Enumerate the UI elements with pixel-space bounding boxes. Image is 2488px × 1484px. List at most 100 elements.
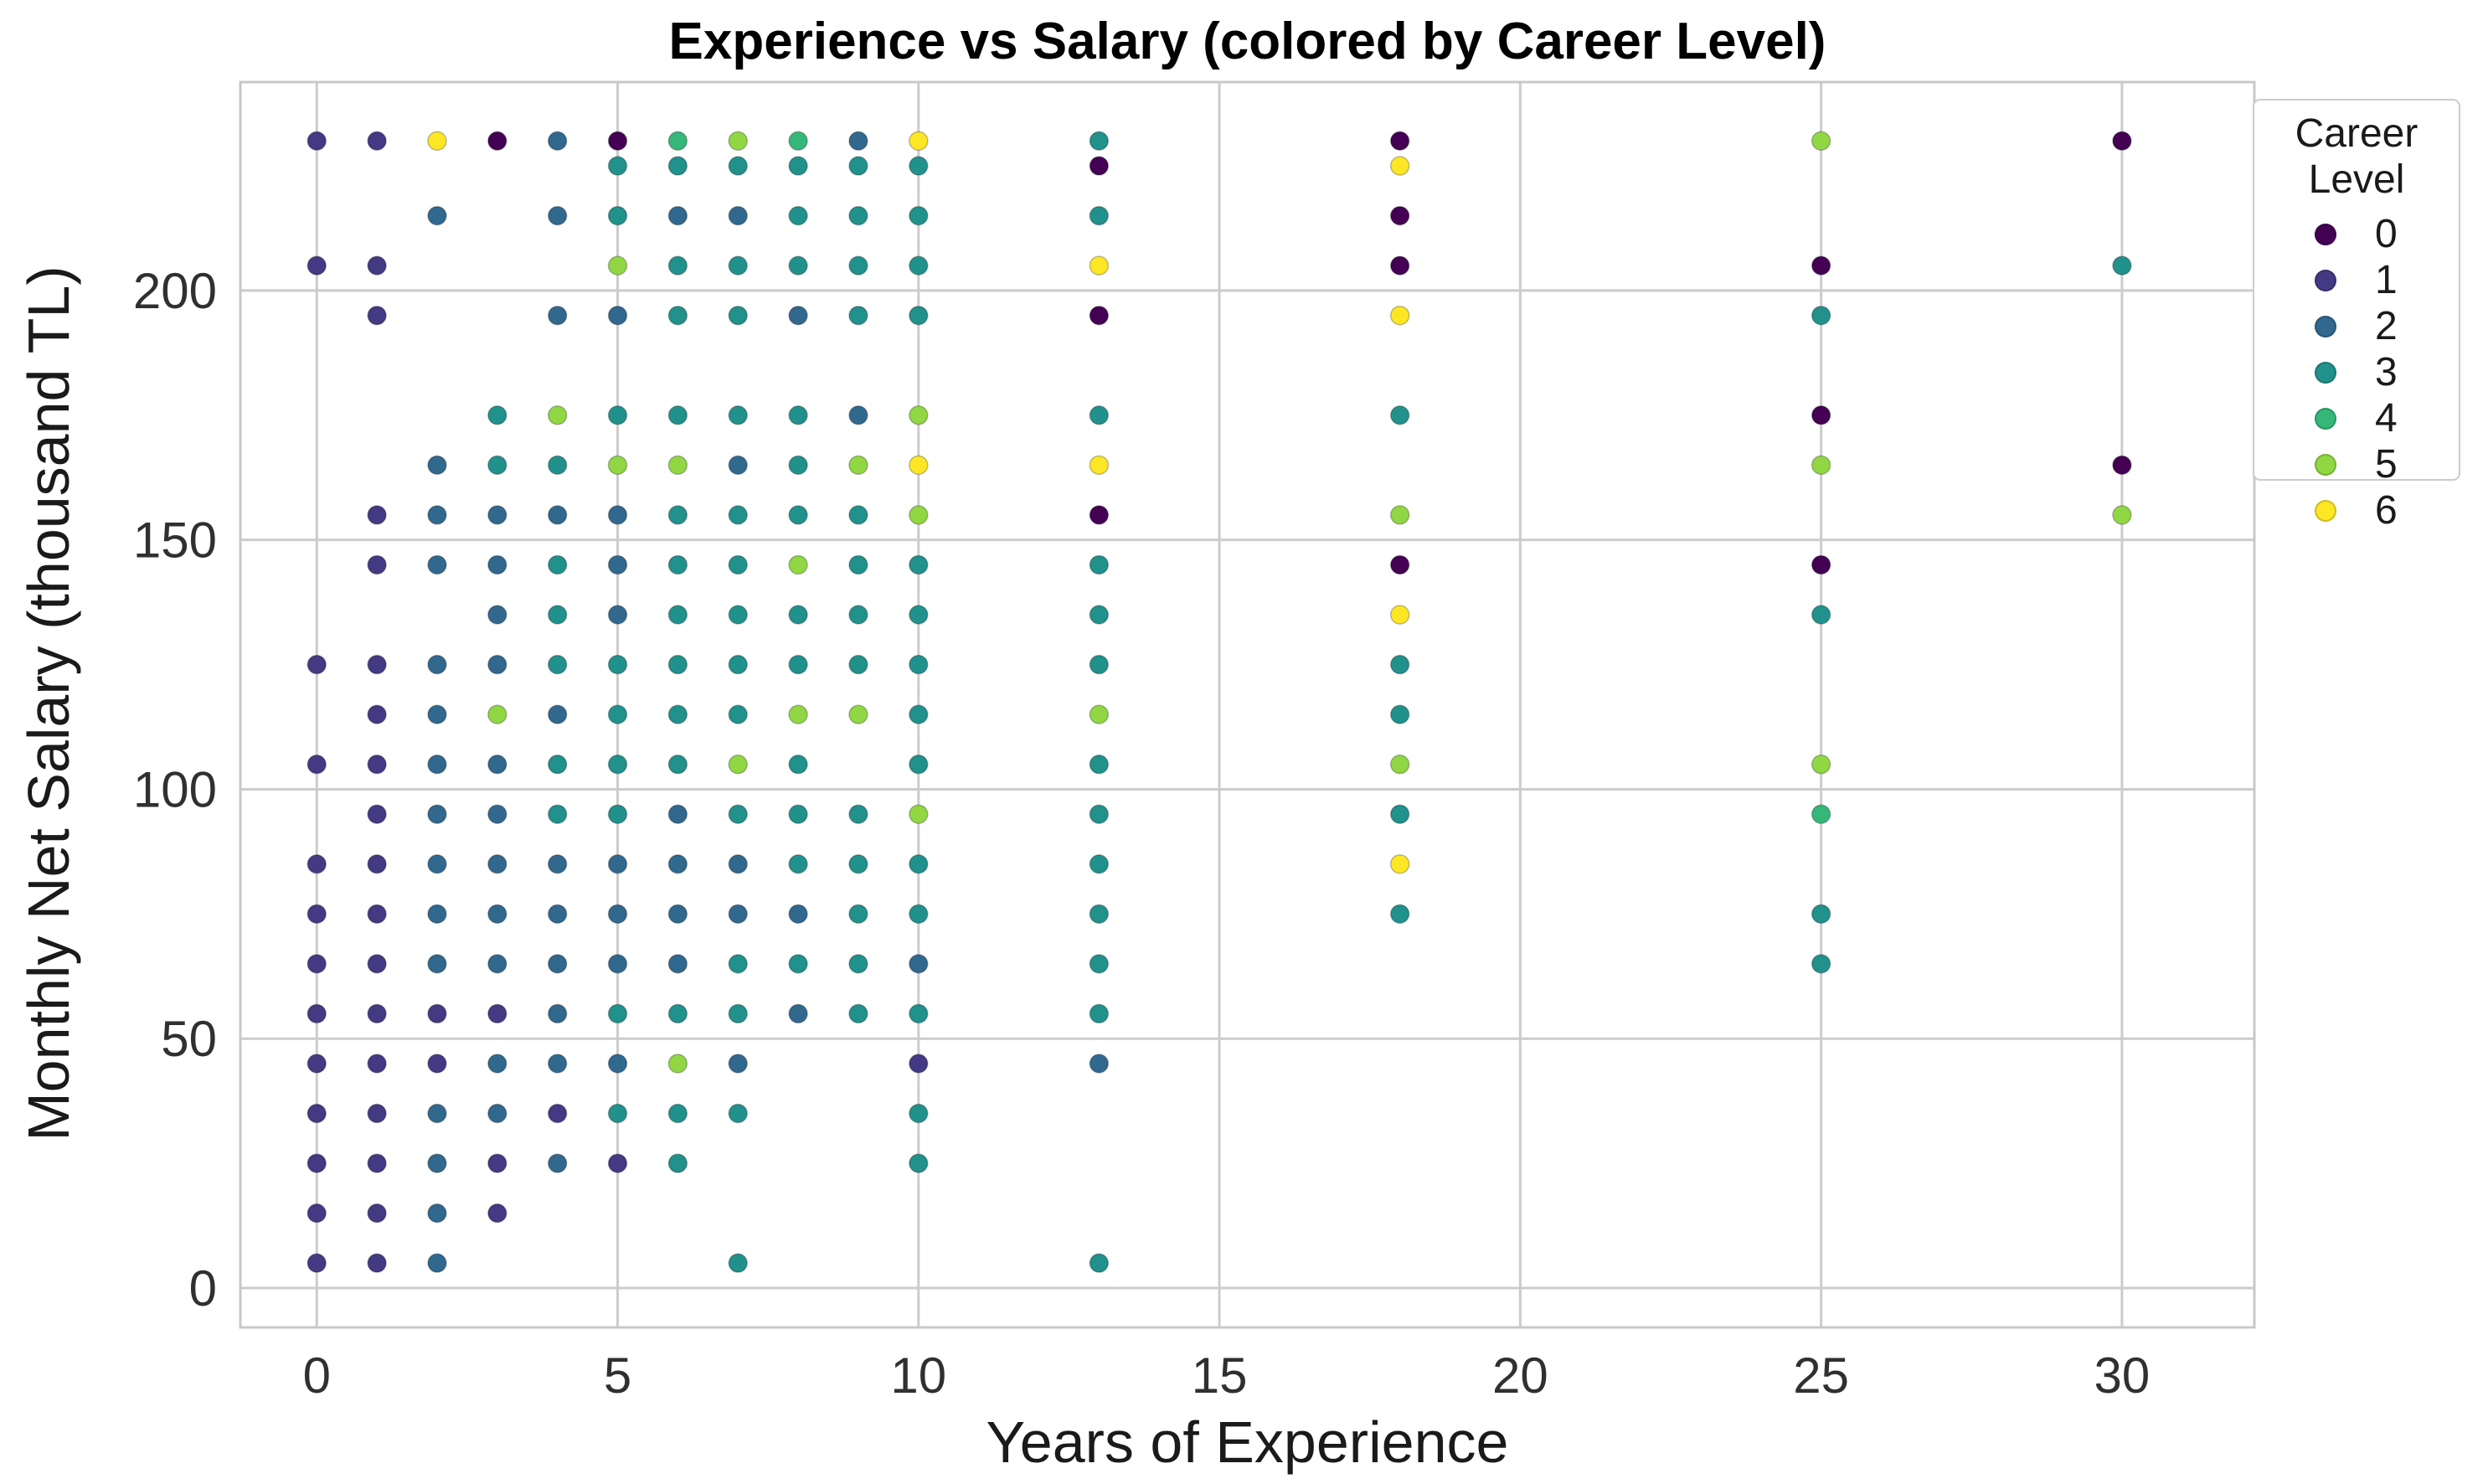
data-point-level-3 xyxy=(728,554,748,575)
data-point-level-1 xyxy=(367,505,387,525)
data-point-level-1 xyxy=(487,1153,507,1173)
data-point-level-1 xyxy=(306,1103,327,1124)
data-point-level-5 xyxy=(909,804,929,824)
legend-item-label: 2 xyxy=(2375,304,2398,348)
data-point-level-3 xyxy=(728,305,748,326)
data-point-level-3 xyxy=(1811,605,1831,625)
data-point-level-2 xyxy=(487,754,507,775)
data-point-level-3 xyxy=(848,954,868,974)
data-point-level-1 xyxy=(427,1003,447,1024)
x-tick-label: 10 xyxy=(890,1347,946,1404)
data-point-level-3 xyxy=(667,1103,688,1124)
data-point-level-1 xyxy=(306,654,327,675)
data-point-level-3 xyxy=(607,405,628,425)
data-point-level-5 xyxy=(1389,505,1410,525)
data-point-level-2 xyxy=(667,954,688,974)
data-point-level-3 xyxy=(1089,1253,1110,1273)
y-tick-label: 50 xyxy=(161,1011,217,1067)
data-point-level-2 xyxy=(547,205,568,226)
data-point-level-3 xyxy=(607,654,628,675)
data-point-level-2 xyxy=(848,131,868,152)
data-point-level-1 xyxy=(367,1003,387,1024)
data-point-level-1 xyxy=(367,954,387,974)
data-point-level-5 xyxy=(848,455,868,476)
data-point-level-3 xyxy=(848,305,868,326)
data-point-level-6 xyxy=(909,131,929,152)
data-point-level-6 xyxy=(1389,854,1410,874)
data-point-level-5 xyxy=(728,754,748,775)
data-point-level-2 xyxy=(487,554,507,575)
x-tick-label: 30 xyxy=(2094,1347,2151,1404)
data-point-level-3 xyxy=(728,156,748,176)
data-point-level-1 xyxy=(306,131,327,152)
legend-swatch-icon xyxy=(2315,361,2336,384)
legend-item-label: 3 xyxy=(2375,350,2398,394)
data-point-level-1 xyxy=(607,1153,628,1173)
data-point-level-2 xyxy=(427,205,447,226)
data-point-level-5 xyxy=(1389,754,1410,775)
data-point-level-0 xyxy=(2112,455,2132,476)
data-point-level-3 xyxy=(788,156,808,176)
data-point-level-2 xyxy=(547,505,568,525)
data-point-level-3 xyxy=(728,505,748,525)
data-point-level-3 xyxy=(728,255,748,276)
data-point-level-3 xyxy=(848,205,868,226)
data-point-level-2 xyxy=(547,904,568,925)
data-point-level-6 xyxy=(1389,605,1410,625)
data-point-level-2 xyxy=(909,954,929,974)
data-point-level-3 xyxy=(788,405,808,425)
legend-title: Career Level xyxy=(2295,111,2418,202)
data-point-level-3 xyxy=(1089,904,1110,925)
data-point-level-2 xyxy=(667,205,688,226)
data-point-level-3 xyxy=(788,605,808,625)
data-point-level-2 xyxy=(547,704,568,724)
data-point-level-2 xyxy=(547,305,568,326)
data-point-level-1 xyxy=(367,255,387,276)
data-point-level-2 xyxy=(487,1054,507,1074)
legend-swatch-icon xyxy=(2315,269,2336,291)
data-point-level-3 xyxy=(848,156,868,176)
data-point-level-3 xyxy=(728,605,748,625)
data-point-level-2 xyxy=(487,654,507,675)
data-point-level-5 xyxy=(1811,131,1831,152)
data-point-level-2 xyxy=(427,854,447,874)
data-point-level-2 xyxy=(607,954,628,974)
data-point-level-3 xyxy=(667,505,688,525)
data-point-level-1 xyxy=(367,1054,387,1074)
data-point-level-3 xyxy=(848,904,868,925)
data-point-level-5 xyxy=(1811,754,1831,775)
data-point-level-3 xyxy=(848,505,868,525)
data-point-level-3 xyxy=(2112,255,2132,276)
data-point-level-2 xyxy=(1089,1054,1110,1074)
y-tick-label: 0 xyxy=(189,1260,217,1317)
data-point-level-2 xyxy=(427,1153,447,1173)
legend-item-2: 2 xyxy=(2254,303,2459,349)
data-point-level-2 xyxy=(728,455,748,476)
x-axis-label: Years of Experience xyxy=(986,1409,1509,1475)
data-point-level-3 xyxy=(667,1003,688,1024)
data-point-level-3 xyxy=(909,904,929,925)
data-point-level-3 xyxy=(667,754,688,775)
data-point-level-3 xyxy=(667,554,688,575)
data-point-level-5 xyxy=(487,704,507,724)
data-point-level-3 xyxy=(728,804,748,824)
data-point-level-2 xyxy=(487,1103,507,1124)
data-point-level-3 xyxy=(667,605,688,625)
data-point-level-3 xyxy=(1089,654,1110,675)
data-point-level-2 xyxy=(547,1003,568,1024)
data-point-level-3 xyxy=(667,704,688,724)
data-point-level-2 xyxy=(427,804,447,824)
data-point-level-3 xyxy=(607,205,628,226)
data-point-level-3 xyxy=(607,804,628,824)
data-point-level-5 xyxy=(1089,704,1110,724)
data-point-level-3 xyxy=(667,1153,688,1173)
data-point-level-0 xyxy=(1089,505,1110,525)
data-point-level-2 xyxy=(427,704,447,724)
data-point-level-3 xyxy=(487,455,507,476)
data-point-level-2 xyxy=(788,904,808,925)
legend-swatch-icon xyxy=(2315,407,2336,430)
data-point-level-0 xyxy=(1089,156,1110,176)
x-tick-label: 20 xyxy=(1492,1347,1548,1404)
data-point-level-1 xyxy=(367,554,387,575)
